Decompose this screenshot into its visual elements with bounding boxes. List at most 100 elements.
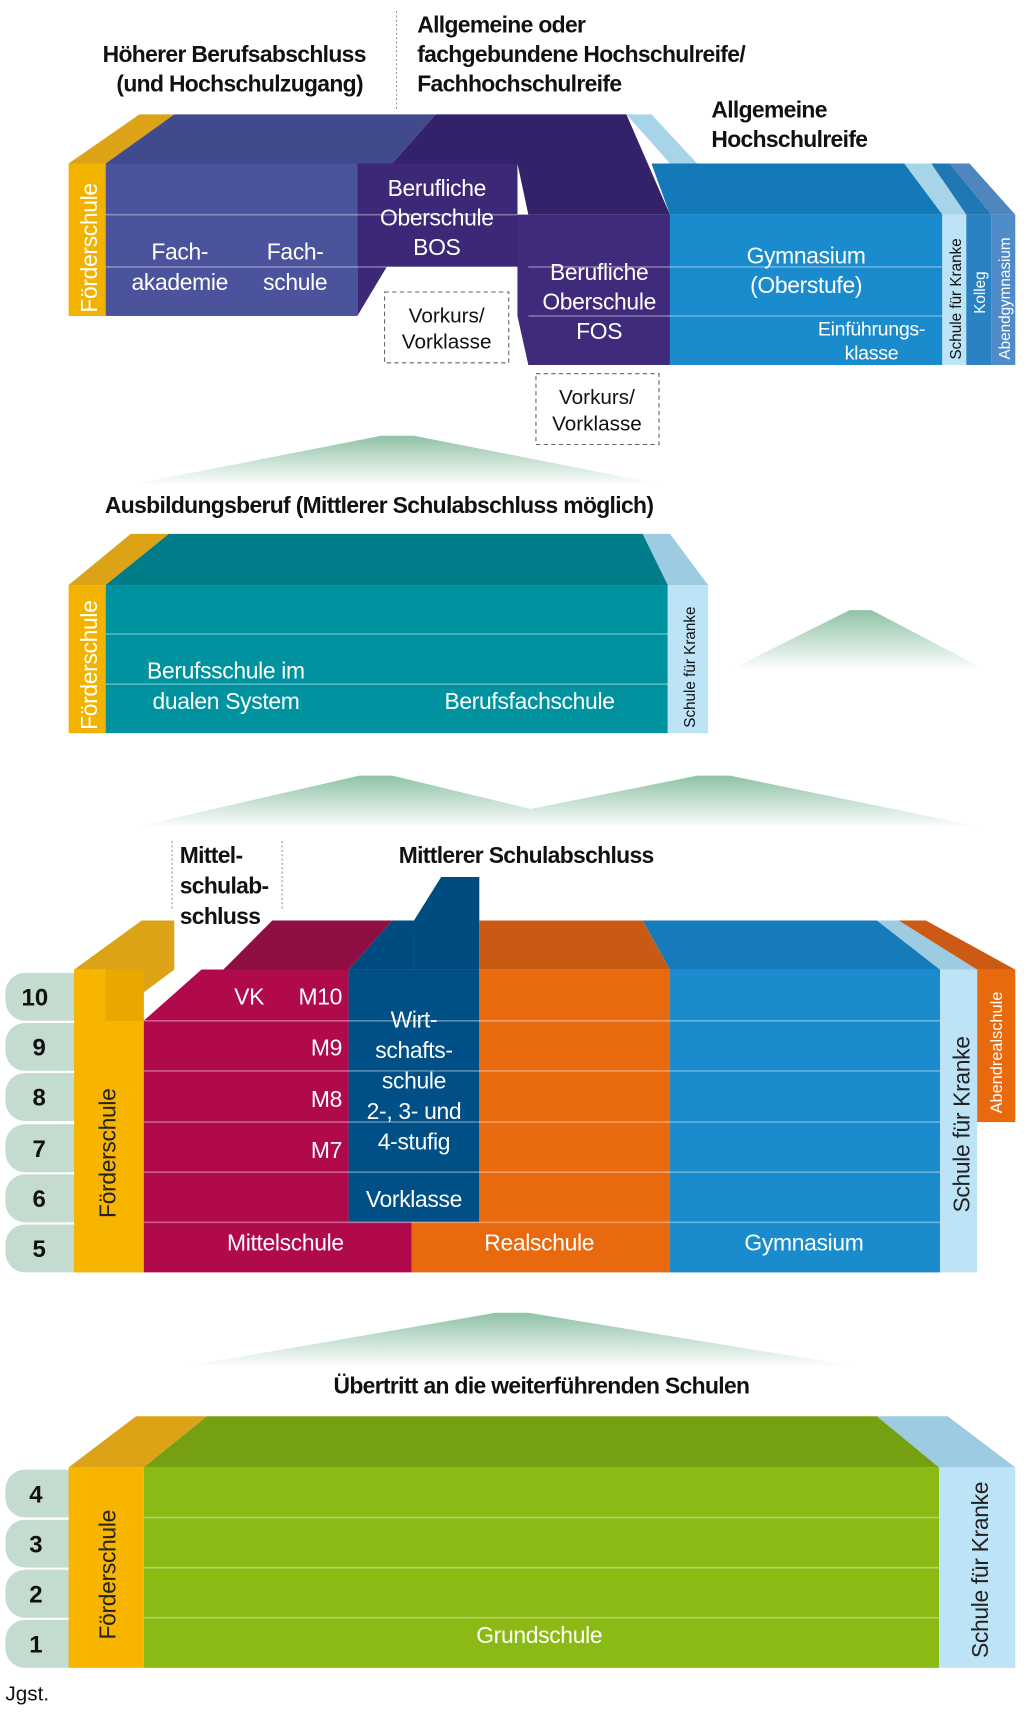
heading-allgemeine-hochschulreife-2: Hochschulreife [711, 126, 867, 152]
label-fachakademie-2: akademie [131, 269, 228, 295]
block-fos [517, 214, 670, 365]
label-abendgymnasium: Abendgymnasium [997, 237, 1014, 359]
label-fachakademie: Fach- [151, 238, 208, 264]
label-vorkurs-fos-2: Vorklasse [552, 412, 642, 435]
label-wirtschaftsschule-3: schule [382, 1067, 446, 1093]
label-realschule: Realschule [484, 1230, 594, 1256]
grade-label: 6 [33, 1186, 46, 1213]
label-foerderschule-primary: Förderschule [94, 1510, 120, 1639]
box-vorkurs-fos [535, 373, 660, 446]
block-fachakademie-fachschule [105, 163, 358, 316]
block-abendrealschule [977, 969, 1016, 1123]
heading-allgemeine-hochschulreife: Allgemeine [711, 97, 826, 123]
label-bos: Berufliche [388, 175, 486, 201]
label-vk: VK [234, 983, 264, 1009]
label-m10: M10 [299, 983, 343, 1009]
grade-label: 4 [29, 1481, 43, 1508]
label-wirtschaftsschule-4: 2-, 3- und [367, 1098, 462, 1124]
axis-label-jahrgangsstufe: Jgst. [5, 1683, 49, 1706]
label-berufsfachschule: Berufsfachschule [444, 688, 614, 714]
label-vorkurs-bos-2: Vorklasse [402, 331, 492, 354]
label-kolleg: Kolleg [972, 271, 989, 313]
label-wirtschaftsschule-5: 4-stufig [378, 1128, 450, 1154]
box-vorkurs-bos [384, 291, 510, 364]
block-gymnasium [669, 969, 941, 1273]
label-wirtschaftsschule: Wirt- [391, 1006, 438, 1032]
block-grundschule [143, 1467, 940, 1668]
block-bos [357, 163, 518, 267]
heading-ausbildungsberuf: Ausbildungsberuf (Mittlerer Schulabschlu… [105, 492, 653, 518]
grade-label: 9 [33, 1035, 46, 1062]
block-mittelschule [143, 969, 412, 1273]
label-fos-3: FOS [576, 318, 622, 344]
block-wirtschaftsschule [348, 969, 480, 1223]
heading-mittlerer-schulabschluss: Mittlerer Schulabschluss [399, 842, 654, 868]
transition-hill [130, 775, 611, 828]
label-gymnasium: Gymnasium [744, 1230, 863, 1256]
secondary-section: Mittel- schulab- schluss Mittlerer Schul… [5, 841, 1016, 1273]
label-schule-fuer-kranke-top: Schule für Kranke [948, 238, 965, 359]
label-m9: M9 [311, 1035, 342, 1061]
heading-hochschulreife-2: fachgebundene Hochschulreife/ [417, 41, 746, 67]
heading-hoeherer-berufsabschluss-2: (und Hochschulzugang) [116, 71, 363, 97]
label-schule-fuer-kranke-primary: Schule für Kranke [967, 1482, 993, 1658]
label-gymnasium-oberstufe: Gymnasium [747, 243, 866, 269]
label-berufsschule: Berufsschule im [147, 658, 305, 684]
block-gymnasium-oberstufe [669, 214, 943, 365]
heading-hoeherer-berufsabschluss: Höherer Berufsabschluss [103, 41, 366, 67]
label-foerderschule: Förderschule [76, 183, 102, 312]
label-vorklasse: Vorklasse [366, 1186, 462, 1212]
label-abendrealschule: Abendrealschule [988, 992, 1006, 1114]
label-bos-2: Oberschule [380, 205, 494, 231]
grade-label: 1 [29, 1632, 42, 1659]
block-schule-fuer-kranke-middle [667, 585, 709, 734]
tertiary-section: Höherer Berufsabschluss (und Hochschulzu… [68, 10, 1016, 446]
label-grundschule: Grundschule [476, 1622, 602, 1648]
grade-tabs-secondary: 10 9 8 7 6 5 [5, 972, 93, 1273]
grade-label: 10 [22, 985, 49, 1012]
label-foerderschule-secondary: Förderschule [94, 1088, 120, 1217]
label-vorkurs-fos: Vorkurs/ [559, 386, 635, 409]
block-foerderschule-top [68, 163, 106, 316]
heading-hochschulreife: Allgemeine oder [417, 12, 586, 38]
primary-section: Übertritt an die weiterführenden Schulen… [5, 1372, 1016, 1668]
grade-label: 5 [33, 1236, 46, 1263]
transition-hill [729, 610, 986, 670]
label-bos-3: BOS [413, 234, 460, 260]
block-schule-fuer-kranke-top [942, 214, 967, 365]
grade-label: 2 [29, 1581, 42, 1608]
label-vorkurs-bos: Vorkurs/ [409, 304, 485, 327]
label-fos: Berufliche [550, 259, 648, 285]
block-foerderschule-primary [68, 1467, 144, 1668]
label-fachschule-2: schule [263, 269, 327, 295]
block-abendgymnasium [991, 214, 1016, 365]
label-schule-fuer-kranke-middle: Schule für Kranke [682, 607, 699, 728]
grade-label: 7 [33, 1136, 46, 1163]
grade-label: 8 [33, 1085, 46, 1112]
block-kolleg [966, 214, 992, 365]
block-schule-fuer-kranke-primary [939, 1467, 1016, 1668]
label-mittelschule: Mittelschule [227, 1230, 344, 1256]
block-realschule [411, 969, 670, 1273]
transition-hill [130, 435, 665, 485]
heading-hochschulreife-3: Fachhochschulreife [417, 71, 621, 97]
heading-mittelschulabschluss-3: schluss [180, 903, 261, 929]
label-m8: M8 [311, 1086, 342, 1112]
block-berufsschule [105, 585, 668, 734]
label-gymnasium-oberstufe-2: (Oberstufe) [750, 272, 862, 298]
label-fachschule: Fach- [267, 238, 324, 264]
block-foerderschule-middle [68, 585, 106, 734]
label-einfuehrungsklasse-2: klasse [845, 343, 899, 365]
heading-mittelschulabschluss-2: schulab- [180, 872, 269, 898]
transition-hill [435, 775, 986, 828]
label-m7: M7 [311, 1137, 342, 1163]
label-berufsschule-2: dualen System [153, 688, 300, 714]
label-wirtschaftsschule-2: schafts- [375, 1037, 452, 1063]
heading-mittelschulabschluss: Mittel- [180, 842, 243, 868]
grade-label: 3 [29, 1531, 42, 1558]
vocational-section: Ausbildungsberuf (Mittlerer Schulabschlu… [68, 492, 709, 734]
block-schule-fuer-kranke-secondary [940, 969, 978, 1273]
label-schule-fuer-kranke-secondary: Schule für Kranke [949, 1036, 975, 1212]
transition-hill [179, 1312, 861, 1368]
